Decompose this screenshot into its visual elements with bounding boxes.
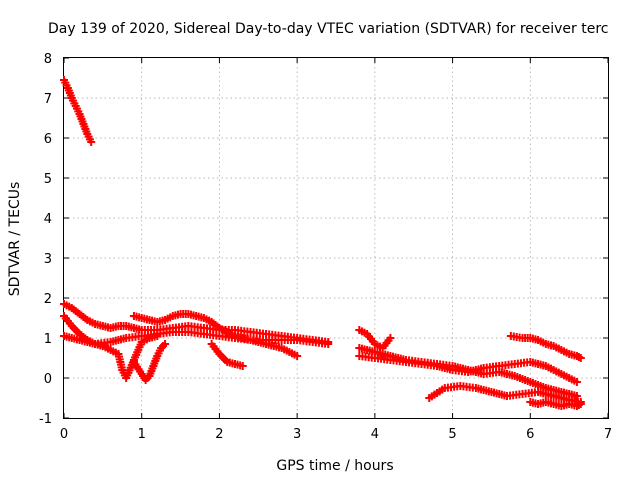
data-point	[161, 340, 170, 348]
series-track-4	[60, 328, 333, 348]
series-track-12	[506, 332, 585, 362]
y-tick-labels: -1 0 1 2 3 4 5 6 7 8	[39, 52, 52, 427]
y-tick-label: 0	[44, 372, 52, 387]
data-points	[60, 76, 585, 410]
y-tick-label: 6	[44, 132, 52, 147]
y-axis-label: SDTVAR / TECUs	[7, 182, 23, 297]
x-tick-label: 6	[526, 427, 534, 442]
series-track-10	[355, 352, 581, 386]
data-point	[87, 138, 96, 146]
y-tick-label: 5	[44, 172, 52, 187]
x-axis-label: GPS time / hours	[276, 458, 393, 474]
data-point	[238, 362, 247, 370]
data-point	[324, 340, 333, 348]
x-tick-label: 5	[448, 427, 456, 442]
y-tick-label: -1	[39, 412, 52, 427]
series-track-8	[355, 326, 395, 352]
x-tick-label: 2	[215, 427, 223, 442]
x-tick-labels: 0 1 2 3 4 5 6 7	[60, 427, 612, 442]
y-tick-label: 4	[44, 212, 52, 227]
plot-frame	[63, 57, 609, 419]
series-track-6	[129, 310, 302, 360]
axis-ticks	[63, 57, 609, 419]
y-tick-label: 2	[44, 292, 52, 307]
x-tick-label: 1	[138, 427, 146, 442]
y-tick-label: 1	[44, 332, 52, 347]
series-track-13	[526, 398, 585, 410]
series-track-5	[129, 340, 170, 384]
x-tick-label: 4	[371, 427, 379, 442]
data-point	[386, 334, 395, 342]
data-point	[576, 400, 585, 408]
x-tick-label: 3	[293, 427, 301, 442]
y-tick-label: 8	[44, 52, 52, 67]
data-point	[572, 378, 581, 386]
data-point	[293, 352, 302, 360]
series-track-7	[207, 340, 247, 370]
series-track-1	[60, 76, 96, 146]
data-point	[576, 354, 585, 362]
chart-title: Day 139 of 2020, Sidereal Day-to-day VTE…	[48, 21, 608, 37]
x-tick-label: 7	[604, 427, 612, 442]
y-tick-label: 3	[44, 252, 52, 267]
y-tick-label: 7	[44, 92, 52, 107]
x-tick-label: 0	[60, 427, 68, 442]
